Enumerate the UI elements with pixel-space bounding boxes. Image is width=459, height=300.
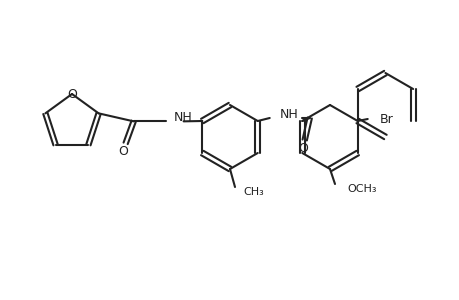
Text: CH₃: CH₃ bbox=[242, 187, 263, 197]
Text: NH: NH bbox=[279, 107, 298, 121]
Text: OCH₃: OCH₃ bbox=[346, 184, 375, 194]
Text: Br: Br bbox=[379, 112, 392, 125]
Text: O: O bbox=[118, 145, 128, 158]
Text: O: O bbox=[297, 142, 307, 154]
Text: O: O bbox=[67, 88, 77, 100]
Text: NH: NH bbox=[173, 111, 192, 124]
